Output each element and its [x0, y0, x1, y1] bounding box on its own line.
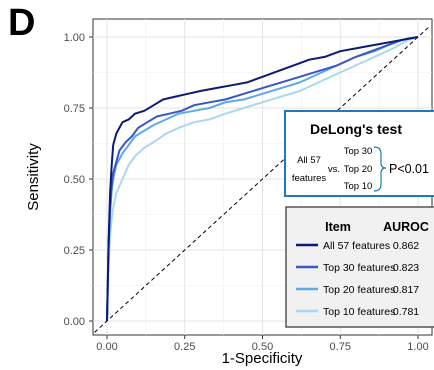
legend-box: Item AUROC All 57 features 0.862 Top 30 fe… [285, 206, 434, 328]
delong-title: DeLong's test [310, 121, 402, 137]
legend-auroc-top-10-features: 0.781 [393, 306, 419, 318]
y-tick-label-0: 0.00 [64, 316, 85, 328]
delong-box-frame [284, 110, 434, 197]
delong-bracket [373, 146, 387, 192]
legend-auroc-top-30-features: 0.823 [393, 262, 419, 274]
legend-header-auroc: AUROC [383, 220, 429, 234]
legend-auroc-all-57-features: 0.862 [393, 240, 419, 252]
roc-curve-all-57-features [106, 36, 419, 322]
y-axis-title: Sensitivity [25, 143, 42, 211]
delong-p-value: P<0.01 [389, 162, 429, 176]
legend-header-item: Item [325, 220, 351, 234]
legend-auroc-top-20-features: 0.817 [393, 284, 419, 296]
panel-letter: D [8, 2, 36, 44]
roc-curve-top-10-features [106, 36, 419, 322]
delong-comparison-1: Top 30 [344, 146, 373, 157]
roc-curve-top-30-features [106, 36, 419, 322]
legend-label-all-57-features: All 57 features [323, 240, 390, 252]
delong-left-label-2: features [292, 173, 327, 184]
x-tick-label-2: 0.50 [252, 341, 273, 353]
axis-ticks: 0.00 0.25 0.50 0.75 1.00 0.00 0.25 0.50 0.75 1.00 [64, 32, 429, 353]
reference-diagonal [94, 25, 431, 333]
x-axis-title: 1-Specificity [222, 350, 303, 367]
y-tick-label-4: 1.00 [64, 32, 85, 44]
roc-curves [106, 36, 419, 322]
y-tick-label-2: 0.50 [64, 174, 85, 186]
delong-comparison-2: Top 20 [344, 164, 373, 175]
y-tick-label-3: 0.75 [64, 103, 85, 115]
delong-box: DeLong's test All 57 features vs. Top 30… [284, 110, 434, 197]
y-tick-label-1: 0.25 [64, 245, 85, 257]
legend-label-top-10-features: Top 10 features [323, 306, 395, 318]
x-tick-label-1: 0.25 [174, 341, 195, 353]
delong-left-label-1: All 57 [297, 155, 321, 166]
legend-box-frame [285, 206, 434, 328]
delong-comparison-3: Top 10 [344, 181, 373, 192]
legend-rows: All 57 features 0.862 Top 30 features0.823… [296, 240, 419, 318]
legend-label-top-20-features: Top 20 features [323, 284, 395, 296]
delong-vs: vs. [328, 164, 340, 175]
legend-label-top-30-features: Top 30 features [323, 262, 395, 274]
x-tick-label-3: 0.75 [330, 341, 351, 353]
x-tick-label-4: 1.00 [407, 341, 428, 353]
x-tick-label-0: 0.00 [96, 341, 117, 353]
